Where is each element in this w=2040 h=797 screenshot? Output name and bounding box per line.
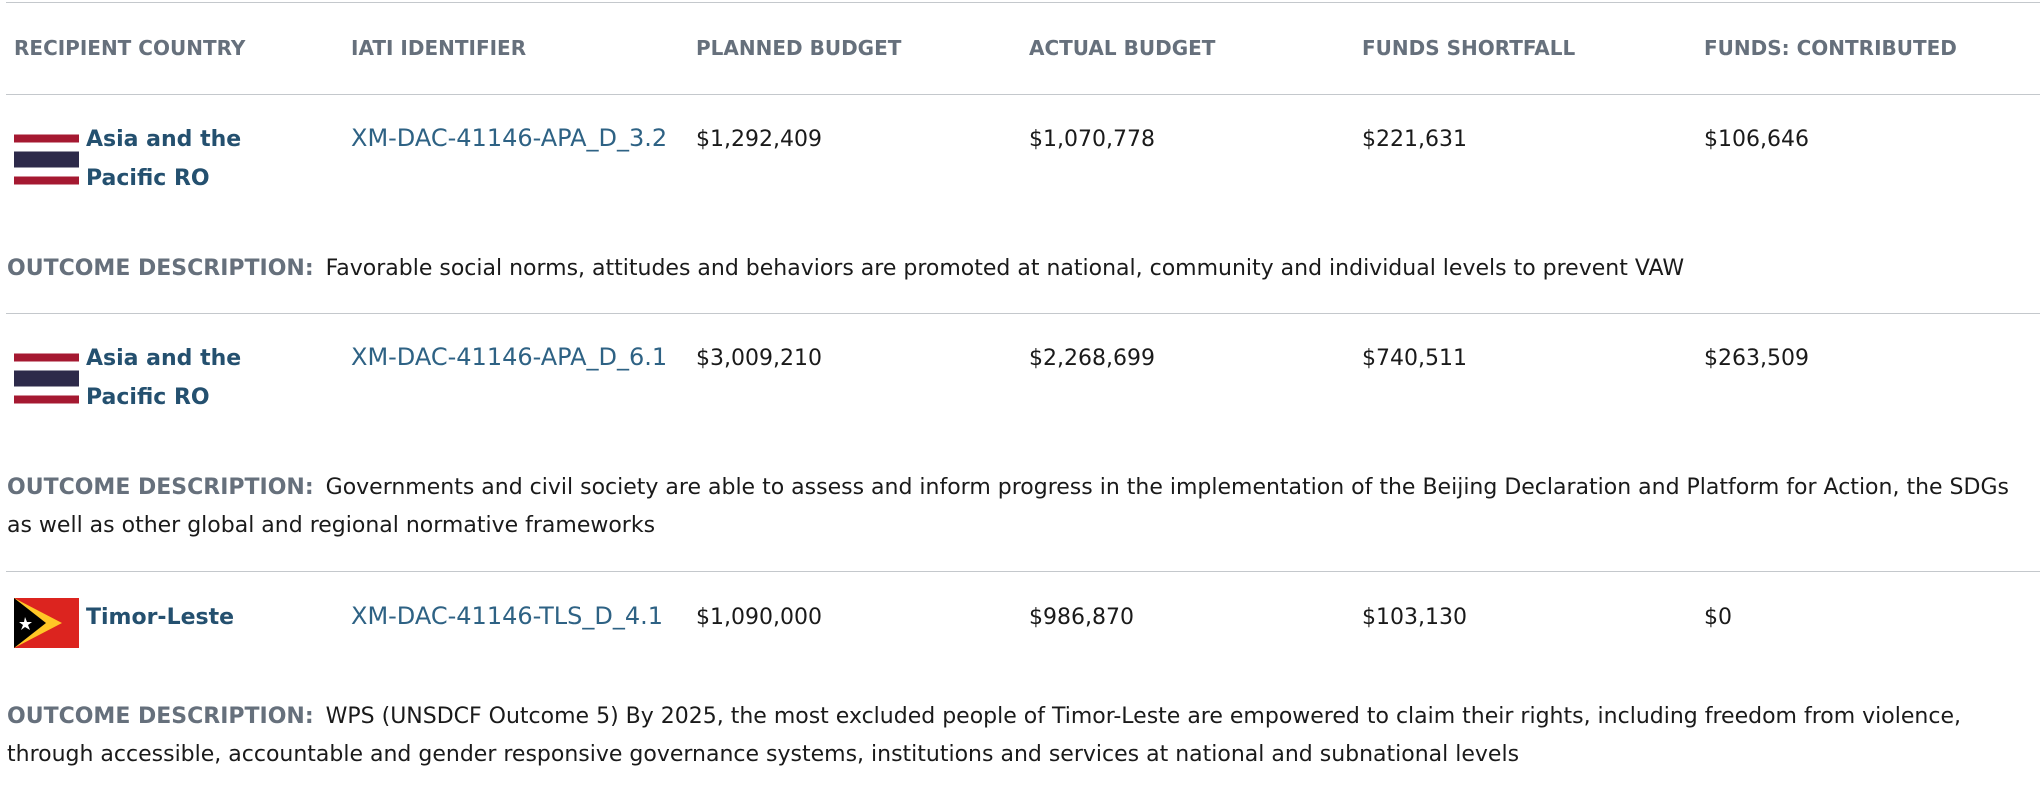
outcome-text: WPS (UNSDCF Outcome 5) By 2025, the most… <box>7 704 1961 767</box>
flag-icon <box>14 134 79 185</box>
country-link: Timor-Leste <box>86 605 235 630</box>
column-header: RECIPIENT COUNTRY <box>14 36 246 60</box>
column-header: PLANNED BUDGET <box>696 36 902 60</box>
iati-identifier: XM-DAC-41146-APA_D_3.2 <box>351 124 668 152</box>
row-rule <box>6 571 2040 572</box>
budget-value: $740,511 <box>1362 346 1467 371</box>
outcome-label: OUTCOME DESCRIPTION: <box>7 704 314 729</box>
outcome-label: OUTCOME DESCRIPTION: <box>7 475 314 500</box>
budget-value: $106,646 <box>1704 127 1809 152</box>
budget-value: $986,870 <box>1029 605 1134 630</box>
country-link: Asia and the Pacific RO <box>86 127 242 191</box>
budget-value: $263,509 <box>1704 346 1809 371</box>
budget-value: $221,631 <box>1362 127 1467 152</box>
budget-value: $103,130 <box>1362 605 1467 630</box>
outcome-description: OUTCOME DESCRIPTION: Favorable social nor… <box>7 250 2032 288</box>
header-rule <box>6 94 2040 95</box>
column-header: IATI IDENTIFIER <box>351 36 527 60</box>
budget-value: $1,070,778 <box>1029 127 1155 152</box>
column-header: FUNDS: CONTRIBUTED <box>1704 36 1957 60</box>
iati-identifier: XM-DAC-41146-TLS_D_4.1 <box>351 602 663 630</box>
flag-icon <box>14 598 79 648</box>
column-header: ACTUAL BUDGET <box>1029 36 1216 60</box>
budget-value: $1,292,409 <box>696 127 822 152</box>
budget-value: $1,090,000 <box>696 605 822 630</box>
budget-value: $3,009,210 <box>696 346 822 371</box>
iati-identifier: XM-DAC-41146-APA_D_6.1 <box>351 343 668 371</box>
flag-icon <box>14 353 79 404</box>
row-rule <box>6 313 2040 314</box>
country-link: Asia and the Pacific RO <box>86 346 242 410</box>
outcome-text: Governments and civil society are able t… <box>7 475 2009 538</box>
column-header: FUNDS SHORTFALL <box>1362 36 1576 60</box>
outcome-description: OUTCOME DESCRIPTION: Governments and civi… <box>7 469 2032 545</box>
budget-value: $0 <box>1704 605 1732 630</box>
outcome-description: OUTCOME DESCRIPTION: WPS (UNSDCF Outcome … <box>7 698 2032 774</box>
top-rule <box>6 2 2040 3</box>
outcome-label: OUTCOME DESCRIPTION: <box>7 256 314 281</box>
budget-value: $2,268,699 <box>1029 346 1155 371</box>
outcome-text: Favorable social norms, attitudes and be… <box>325 256 1685 281</box>
